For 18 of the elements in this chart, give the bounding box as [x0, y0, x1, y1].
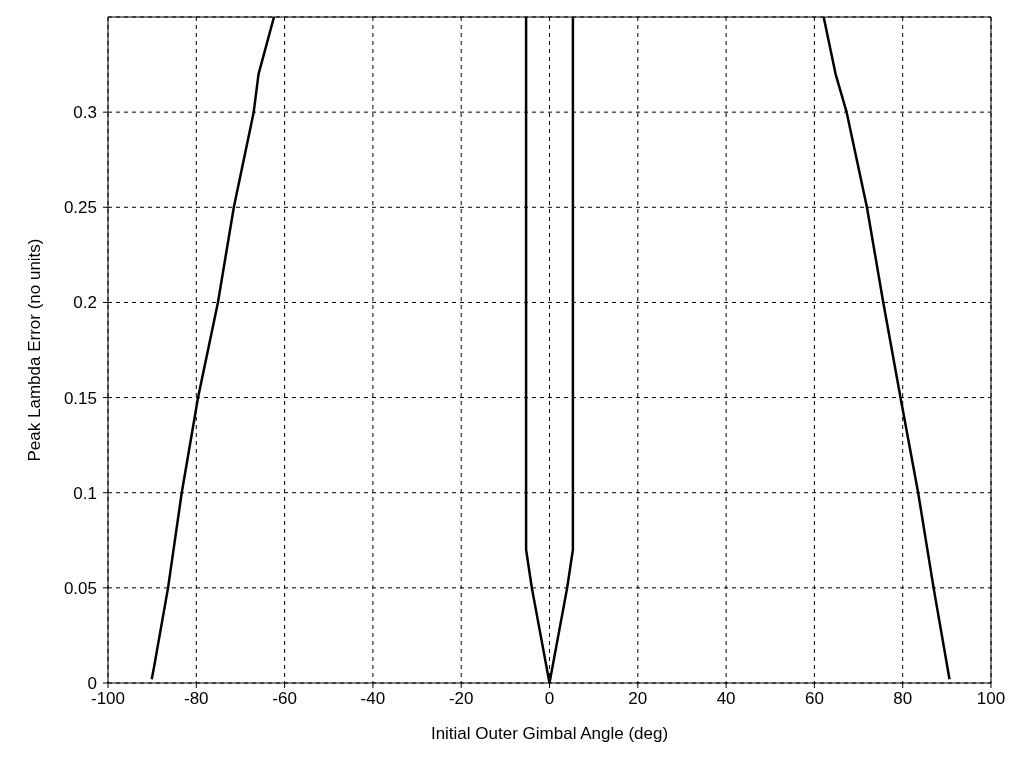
- x-axis-title: Initial Outer Gimbal Angle (deg): [430, 724, 669, 743]
- y-axis-title: Peak Lambda Error (no units): [25, 238, 45, 462]
- y-tick-label: 0.05: [63, 578, 97, 598]
- x-tick-label: 60: [804, 689, 824, 709]
- y-tick-label: 0.3: [73, 103, 97, 123]
- x-tick-label: 100: [976, 689, 1006, 709]
- x-tick-label: -60: [272, 689, 297, 709]
- y-tick-label: 0.25: [63, 198, 97, 218]
- y-tick-label: 0.2: [73, 293, 97, 313]
- y-tick-label: 0.1: [73, 483, 97, 503]
- x-tick-label: 80: [893, 689, 913, 709]
- y-tick-label: 0.15: [63, 388, 97, 408]
- x-tick-label: 40: [716, 689, 736, 709]
- x-tick-label: 0: [544, 689, 555, 709]
- x-tick-label: -80: [184, 689, 209, 709]
- x-tick-label: -20: [448, 689, 474, 709]
- x-tick-label: 20: [628, 689, 648, 709]
- x-tick-label: -40: [360, 689, 386, 709]
